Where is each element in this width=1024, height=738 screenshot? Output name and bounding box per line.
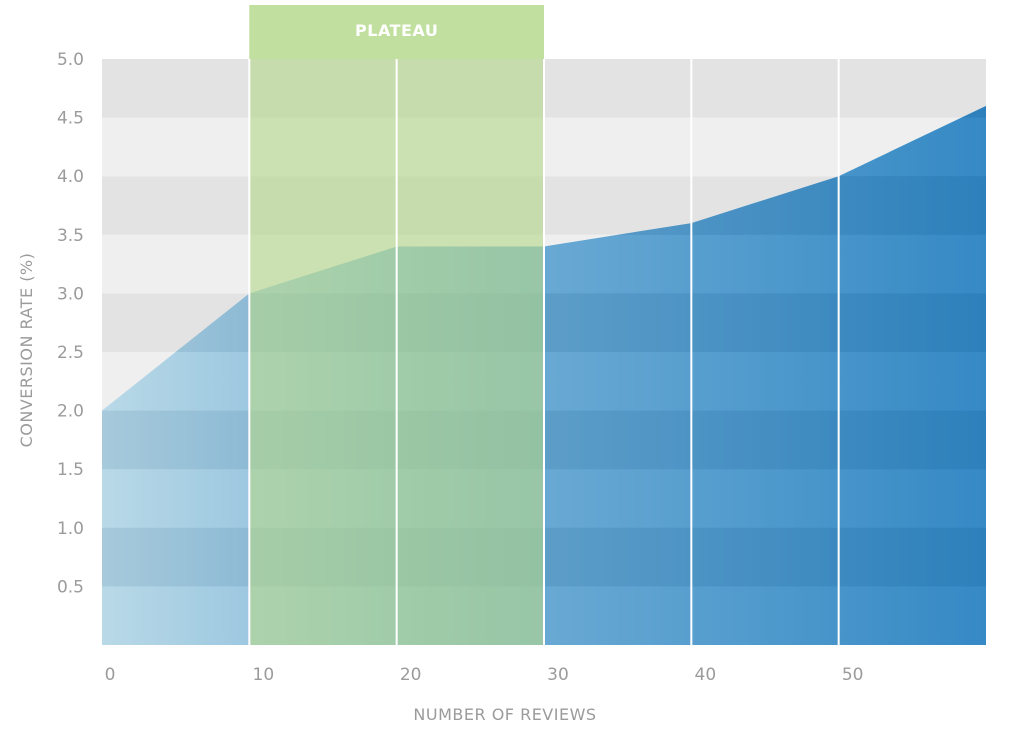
- x-tick-label: 20: [400, 665, 422, 685]
- x-tick-label: 50: [842, 665, 864, 685]
- x-tick-label: 0: [105, 665, 116, 685]
- x-tick-label: 40: [695, 665, 717, 685]
- y-axis-ticks: 0.5 1.0 1.5 2.0 2.5 3.0 3.5 4.0 4.5 5.0: [57, 50, 84, 597]
- x-axis-ticks: 0 10 20 30 40 50: [105, 665, 864, 685]
- x-axis-title: NUMBER OF REVIEWS: [413, 705, 596, 724]
- x-tick-label: 30: [547, 665, 569, 685]
- y-tick-label: 3.0: [57, 284, 84, 304]
- y-tick-label: 2.0: [57, 402, 84, 422]
- y-tick-label: 4.5: [57, 109, 84, 129]
- x-tick-label: 10: [253, 665, 275, 685]
- y-tick-label: 5.0: [57, 50, 84, 70]
- y-tick-label: 4.0: [57, 167, 84, 187]
- y-tick-label: 3.5: [57, 226, 84, 246]
- y-tick-label: 1.0: [57, 519, 84, 539]
- plateau-label: PLATEAU: [355, 21, 438, 40]
- y-axis-title: CONVERSION RATE (%): [17, 253, 36, 448]
- y-tick-label: 1.5: [57, 460, 84, 480]
- y-tick-label: 2.5: [57, 343, 84, 363]
- vertical-gridlines: [248, 59, 840, 645]
- plateau-header: [249, 5, 545, 59]
- y-tick-label: 0.5: [57, 577, 84, 597]
